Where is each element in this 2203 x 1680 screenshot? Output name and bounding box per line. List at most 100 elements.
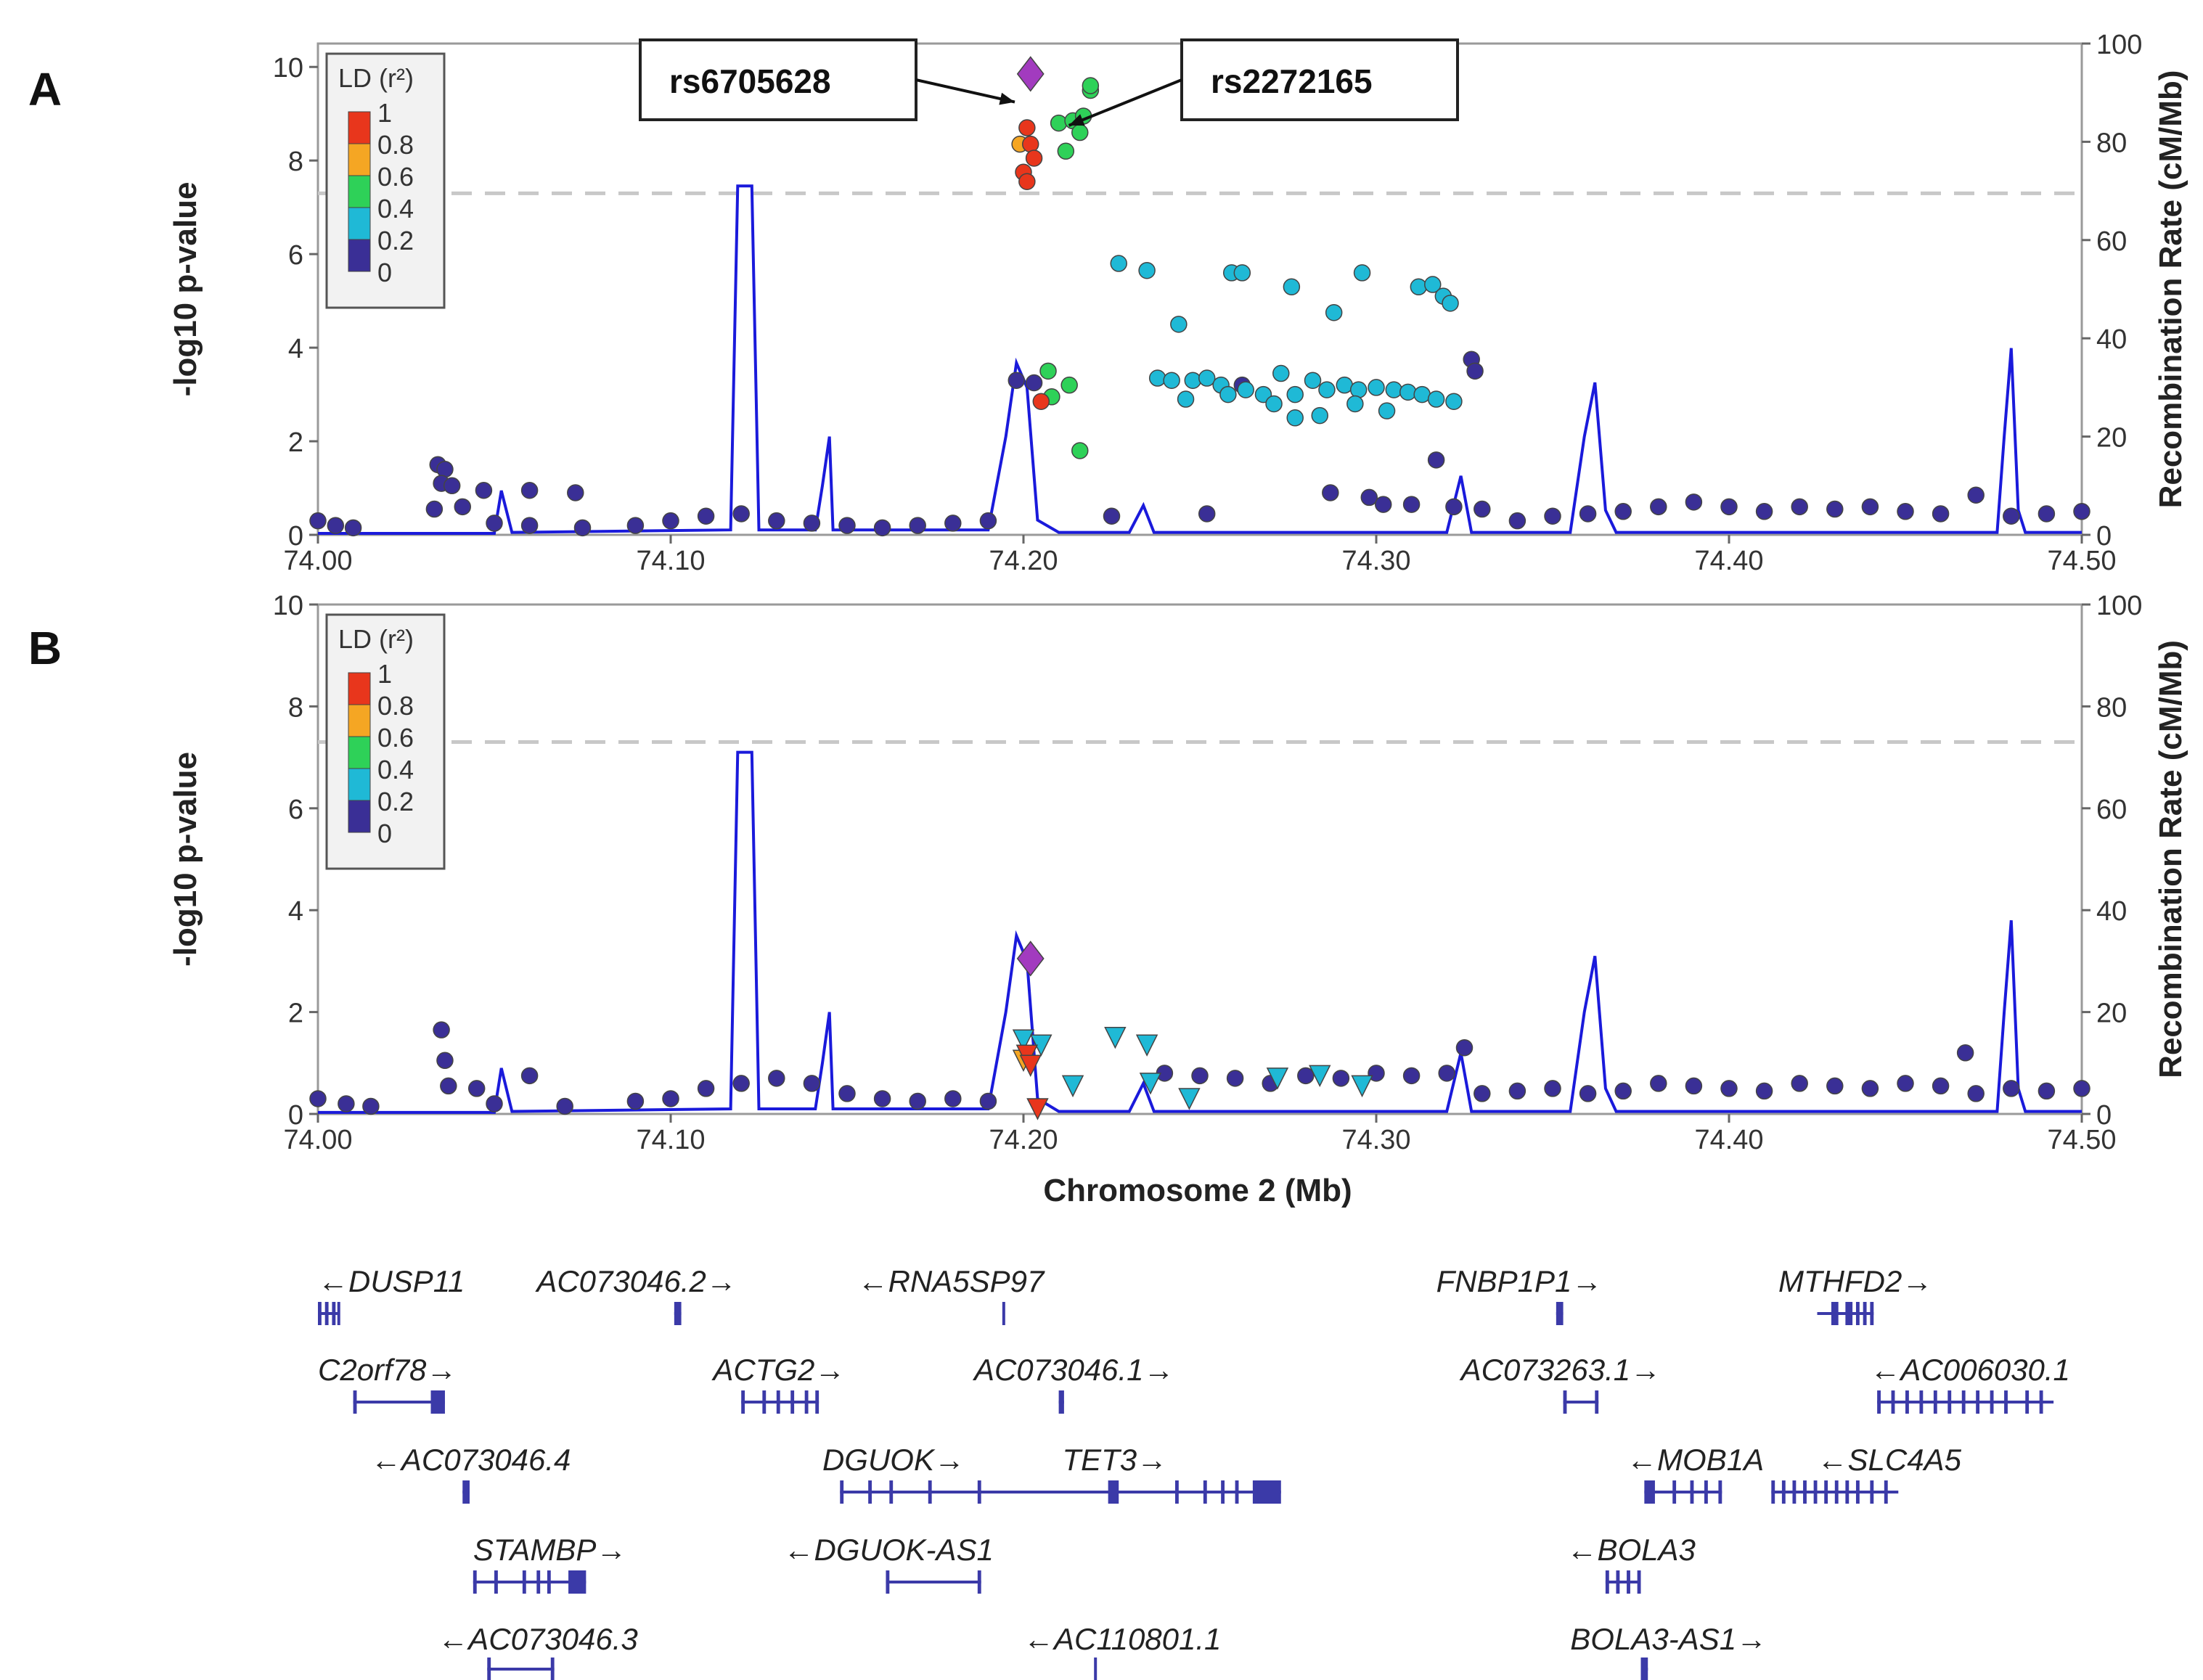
- snp-point: [1135, 1034, 1158, 1057]
- gene-exon: [1058, 1390, 1064, 1414]
- legend-entry: 0.2: [377, 787, 414, 816]
- snp-point: [1226, 1070, 1244, 1087]
- legend-entry: 0.8: [377, 130, 414, 160]
- gene-exon: [1813, 1480, 1818, 1504]
- snp-point: [1032, 393, 1050, 410]
- snp-point: [1442, 295, 1459, 312]
- panel-letter: A: [28, 63, 62, 115]
- snp-point: [1861, 1080, 1879, 1097]
- legend-entry: 0.4: [377, 194, 414, 224]
- snp-point: [662, 512, 679, 530]
- snp-point: [1932, 505, 1950, 523]
- legend-swatch: [348, 111, 371, 144]
- y2-tick-label: 20: [2096, 999, 2127, 1029]
- snp-point: [1826, 1077, 1844, 1095]
- snp-point: [1544, 1080, 1561, 1097]
- snp-point: [1445, 498, 1463, 516]
- snp-point: [567, 484, 584, 501]
- snp-point: [1368, 1065, 1385, 1082]
- gene-exon: [1961, 1390, 1966, 1414]
- y2-axis-label: Recombination Rate (cM/Mb): [2153, 640, 2188, 1078]
- snp-point: [1445, 393, 1463, 410]
- gene-exon: [1863, 1302, 1867, 1325]
- snp-point: [1021, 135, 1039, 153]
- y-axis-label: -log10 p-value: [168, 182, 203, 397]
- legend-entry: 1: [377, 98, 392, 128]
- snp-point: [362, 1097, 380, 1115]
- x-tick-label: 74.50: [2047, 1125, 2116, 1155]
- gene-exon: [1834, 1480, 1839, 1504]
- gene-exon: [1919, 1390, 1924, 1414]
- snp-point: [486, 515, 503, 532]
- snp-point: [1402, 496, 1421, 513]
- gene-exon: [1933, 1390, 1937, 1414]
- gene-exon: [1616, 1570, 1620, 1594]
- snp-point: [1650, 1075, 1667, 1092]
- y-tick-label: 6: [288, 795, 303, 825]
- gene-exon: [1002, 1302, 1005, 1325]
- gene-exon: [1595, 1390, 1599, 1414]
- gene-exon: [1690, 1480, 1694, 1504]
- y-tick-label: 0: [288, 1100, 303, 1131]
- snp-point: [440, 1077, 457, 1095]
- gene-label: AC073046.2→: [534, 1264, 737, 1298]
- y-axis-label: -log10 p-value: [168, 752, 203, 967]
- snp-point: [1272, 364, 1290, 382]
- gene-exon: [1637, 1570, 1641, 1594]
- snp-point: [1198, 505, 1216, 523]
- gene-exon: [840, 1480, 844, 1504]
- snp-point: [1579, 1085, 1597, 1102]
- gene-exon: [868, 1480, 872, 1504]
- snp-point: [803, 1075, 821, 1092]
- gene-label: ←DGUOK-AS1: [784, 1533, 994, 1567]
- snp-point: [662, 1090, 679, 1107]
- snp-point: [443, 477, 461, 495]
- snp-point: [909, 517, 926, 534]
- snp-point: [838, 517, 856, 534]
- gene-label: ←BOLA3: [1566, 1533, 1695, 1567]
- gene-exon: [522, 1570, 526, 1594]
- legend-entry: 1: [377, 659, 392, 689]
- gene-exon: [1870, 1480, 1874, 1504]
- gene-exon: [332, 1302, 336, 1325]
- snp-point: [1349, 381, 1368, 398]
- gene-exon: [1905, 1390, 1909, 1414]
- snp-point: [1039, 362, 1057, 380]
- gene-exon: [462, 1480, 470, 1504]
- snp-point: [1967, 1085, 1985, 1102]
- snp-point: [1025, 149, 1043, 167]
- snp-point: [1374, 496, 1392, 513]
- snp-point: [1466, 362, 1484, 380]
- snp-point: [486, 1095, 503, 1113]
- gene-exon: [1563, 1390, 1567, 1414]
- y-tick-label: 2: [288, 427, 303, 458]
- snp-point: [2038, 505, 2056, 523]
- y2-axis-label: Recombination Rate (cM/Mb): [2153, 70, 2188, 509]
- gene-exon: [1235, 1480, 1239, 1504]
- callout-arrowhead: [1068, 114, 1085, 126]
- gene-exon: [804, 1390, 809, 1414]
- gene-exon: [473, 1570, 477, 1594]
- snp-point: [1544, 507, 1561, 525]
- gene-exon: [1771, 1480, 1775, 1504]
- legend-title: LD (r²): [338, 624, 414, 654]
- legend-swatch: [348, 736, 371, 769]
- snp-point: [1402, 1067, 1421, 1085]
- snp-point: [556, 1097, 573, 1115]
- snp-point: [1177, 390, 1195, 408]
- snp-point: [1410, 278, 1428, 296]
- snp-point: [1413, 385, 1431, 403]
- gene-exon: [815, 1390, 820, 1414]
- snp-point: [1012, 1029, 1035, 1052]
- snp-point: [1650, 498, 1667, 516]
- snp-point: [1438, 1065, 1455, 1082]
- snp-point: [838, 1085, 856, 1102]
- gene-exon: [977, 1480, 981, 1504]
- snp-point: [1025, 374, 1043, 392]
- gene-exon: [1824, 1480, 1828, 1504]
- snp-point: [433, 1021, 450, 1038]
- snp-point: [1508, 1082, 1526, 1100]
- gene-exon: [741, 1390, 745, 1414]
